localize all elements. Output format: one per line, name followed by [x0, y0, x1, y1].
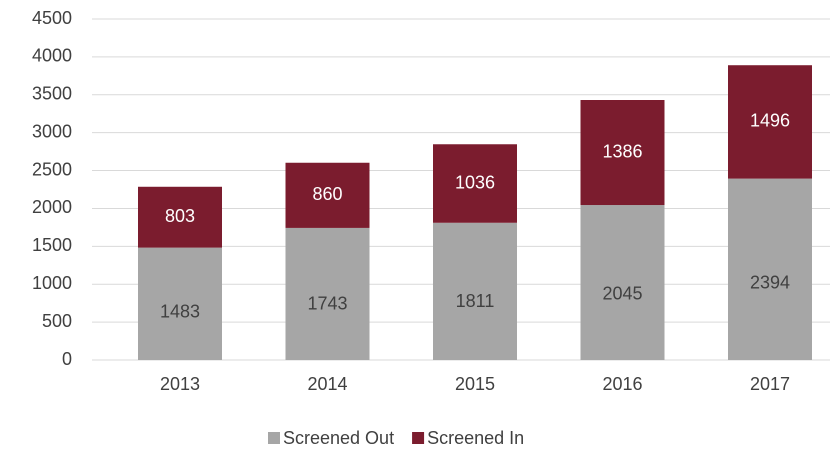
y-tick-label: 0: [62, 349, 72, 369]
data-label: 1743: [307, 293, 347, 313]
y-tick-label: 3500: [32, 84, 72, 104]
data-label: 1036: [455, 172, 495, 192]
x-tick-label: 2016: [602, 374, 642, 394]
bar-segment: [728, 65, 812, 179]
data-label: 1386: [602, 141, 642, 161]
y-tick-label: 4000: [32, 46, 72, 66]
y-tick-label: 4500: [32, 8, 72, 28]
legend-swatch: [268, 432, 280, 444]
bar-segment: [728, 178, 812, 360]
y-tick-label: 1000: [32, 273, 72, 293]
bar-segment: [138, 247, 222, 360]
y-tick-label: 3000: [32, 121, 72, 141]
x-tick-label: 2015: [455, 374, 495, 394]
bar-segment: [433, 222, 517, 360]
bar-segment: [580, 205, 665, 360]
bar-segment: [138, 186, 222, 248]
y-tick-label: 2000: [32, 197, 72, 217]
bar-segment: [285, 162, 370, 228]
bar-segment: [285, 227, 370, 360]
y-tick-label: 1500: [32, 235, 72, 255]
legend-label: Screened In: [427, 428, 524, 448]
data-label: 860: [312, 184, 342, 204]
x-tick-label: 2017: [750, 374, 790, 394]
data-label: 1483: [160, 302, 200, 322]
data-label: 1496: [750, 111, 790, 131]
bar-segment: [580, 100, 665, 206]
y-tick-label: 500: [42, 311, 72, 331]
data-label: 1811: [456, 291, 495, 311]
y-tick-label: 2500: [32, 159, 72, 179]
bar-segment: [433, 144, 517, 223]
data-label: 2045: [602, 284, 642, 304]
x-tick-label: 2014: [307, 374, 347, 394]
legend-label: Screened Out: [283, 428, 394, 448]
data-label: 2394: [750, 273, 790, 293]
x-tick-label: 2013: [160, 374, 200, 394]
data-label: 803: [165, 206, 195, 226]
legend-swatch: [412, 432, 425, 444]
